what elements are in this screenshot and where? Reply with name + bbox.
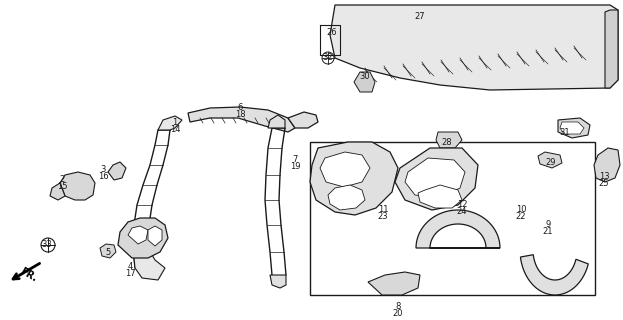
Polygon shape	[188, 107, 295, 132]
Text: 6: 6	[237, 103, 243, 112]
Polygon shape	[268, 115, 285, 128]
Text: 24: 24	[457, 207, 467, 216]
Text: 5: 5	[105, 248, 111, 257]
Polygon shape	[310, 142, 398, 215]
Polygon shape	[320, 152, 370, 187]
Text: 30: 30	[359, 72, 370, 81]
Polygon shape	[148, 226, 162, 246]
Text: 9: 9	[545, 220, 551, 229]
Polygon shape	[436, 132, 462, 148]
Polygon shape	[330, 5, 618, 90]
Polygon shape	[328, 185, 365, 210]
Text: 2: 2	[59, 175, 65, 184]
Polygon shape	[418, 185, 462, 208]
Polygon shape	[405, 158, 465, 198]
Text: 16: 16	[98, 172, 108, 181]
Polygon shape	[108, 162, 126, 180]
Text: 25: 25	[599, 179, 609, 188]
Polygon shape	[605, 10, 618, 88]
Text: 33: 33	[42, 240, 52, 249]
Polygon shape	[118, 218, 168, 258]
Text: 32: 32	[323, 53, 333, 62]
Text: 11: 11	[378, 205, 388, 214]
Text: 15: 15	[57, 182, 67, 191]
Polygon shape	[158, 116, 182, 130]
Polygon shape	[560, 122, 584, 134]
Text: 3: 3	[100, 165, 106, 174]
Polygon shape	[270, 275, 286, 288]
Text: 27: 27	[415, 12, 426, 21]
Text: 12: 12	[457, 200, 467, 209]
Text: 13: 13	[599, 172, 609, 181]
Polygon shape	[50, 183, 65, 200]
Text: 10: 10	[516, 205, 526, 214]
Polygon shape	[558, 118, 590, 138]
Polygon shape	[594, 148, 620, 182]
Text: 28: 28	[442, 138, 452, 147]
Polygon shape	[60, 172, 95, 200]
Text: 21: 21	[543, 227, 553, 236]
Text: 17: 17	[125, 269, 135, 278]
Text: 1: 1	[173, 118, 178, 127]
Polygon shape	[128, 226, 148, 244]
Polygon shape	[133, 248, 165, 280]
Text: 31: 31	[559, 128, 570, 137]
Polygon shape	[395, 148, 478, 210]
Polygon shape	[538, 152, 562, 168]
Text: 22: 22	[516, 212, 526, 221]
Text: 4: 4	[127, 262, 133, 271]
Text: FR.: FR.	[17, 266, 38, 284]
Text: 7: 7	[292, 155, 298, 164]
Polygon shape	[368, 272, 420, 295]
Text: 8: 8	[396, 302, 401, 311]
Text: 19: 19	[290, 162, 300, 171]
Text: 23: 23	[378, 212, 388, 221]
Polygon shape	[520, 255, 588, 295]
Polygon shape	[288, 112, 318, 128]
Polygon shape	[416, 210, 500, 248]
Polygon shape	[354, 72, 375, 92]
Text: 20: 20	[392, 309, 403, 318]
Text: 14: 14	[169, 125, 180, 134]
Text: 29: 29	[546, 158, 556, 167]
Polygon shape	[100, 244, 116, 258]
Text: 26: 26	[326, 28, 337, 37]
Text: 18: 18	[235, 110, 245, 119]
